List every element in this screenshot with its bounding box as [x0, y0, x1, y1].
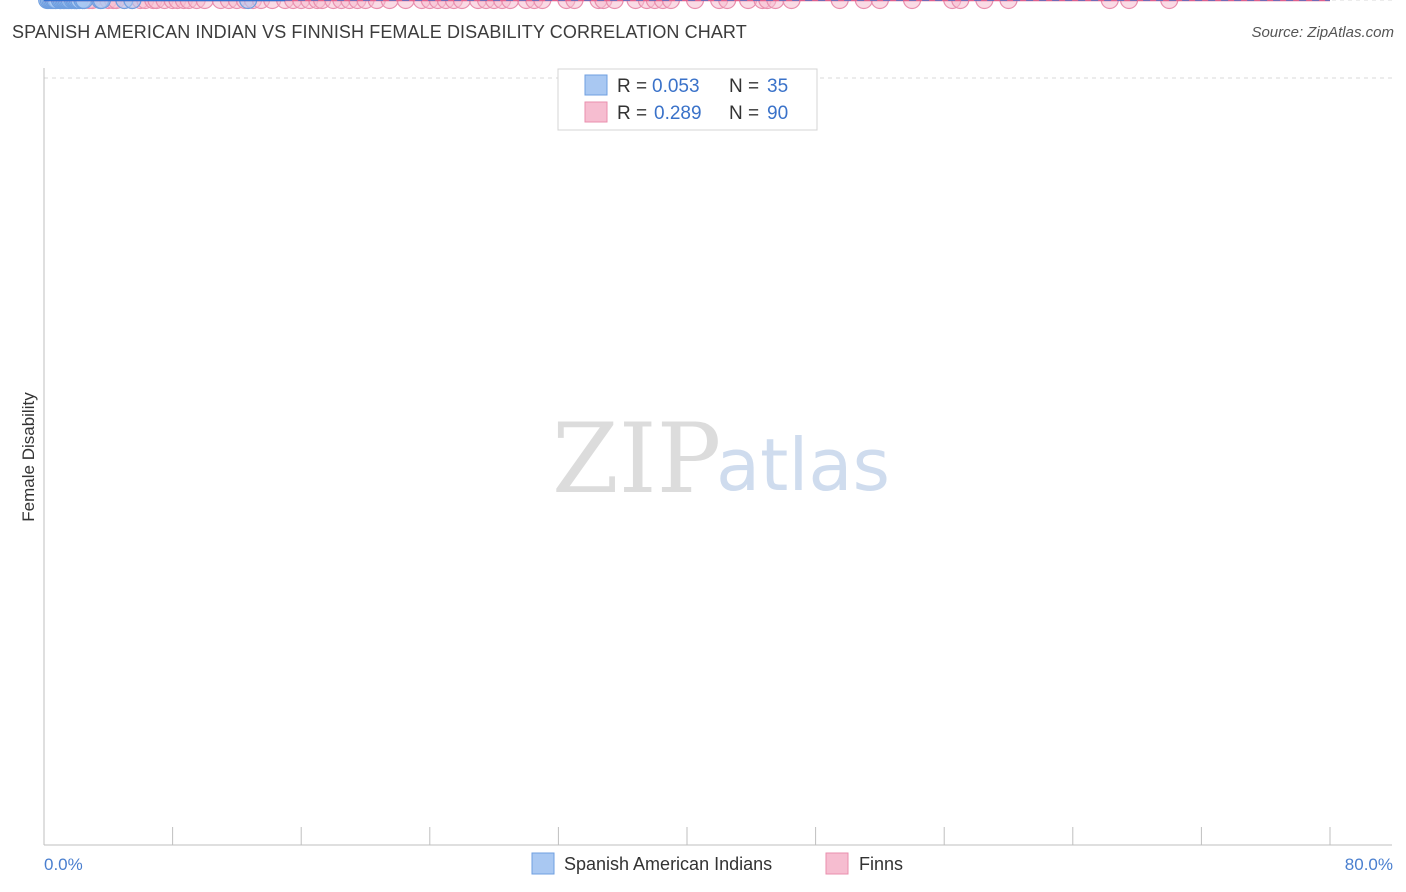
finns-point	[565, 0, 584, 10]
legend-n-value-1: 35	[767, 76, 788, 97]
watermark-zip: ZIP	[552, 403, 721, 515]
finns-points	[42, 0, 1179, 10]
bottom-legend-label-finns: Finns	[859, 854, 903, 874]
series-legend: Spanish American Indians Finns	[531, 852, 903, 875]
finns-point	[501, 0, 520, 10]
bottom-legend-swatch-blue	[531, 852, 555, 875]
finns-point	[1119, 0, 1139, 10]
y-tick-label: 12.5%	[1345, 0, 1393, 4]
finns-point	[1160, 0, 1179, 10]
legend-r-label-2: R =	[617, 103, 647, 124]
finns-point	[902, 0, 922, 10]
legend-r-value-1: 0.053	[652, 76, 700, 97]
spanish-american-indians-points	[38, 0, 258, 10]
bottom-legend-label-spanish-american-indians: Spanish American Indians	[564, 854, 772, 874]
bottom-legend-swatch-pink	[825, 852, 849, 875]
finns-point	[396, 0, 415, 10]
y-tick-label: 37.5%	[1345, 0, 1393, 4]
x-tick-labels: 0.0% 80.0%	[44, 855, 1393, 874]
finns-point	[854, 0, 873, 10]
spanish-american-indians-point	[239, 0, 258, 10]
finns-point	[195, 0, 214, 10]
y-tick-labels: 12.5%25.0%37.5%50.0%	[1345, 0, 1393, 4]
gridlines	[44, 0, 1392, 79]
finns-point	[718, 0, 737, 10]
watermark-atlas: atlas	[716, 423, 890, 507]
chart-title: SPANISH AMERICAN INDIAN VS FINNISH FEMAL…	[12, 22, 747, 42]
x-tick-label-max: 80.0%	[1345, 855, 1393, 874]
finns-point	[830, 0, 849, 10]
y-tick-label: 25.0%	[1345, 0, 1393, 4]
finns-point	[605, 0, 624, 10]
spanish-american-indians-point	[92, 0, 111, 10]
finns-point	[870, 0, 889, 10]
spanish-american-indians-point	[123, 0, 142, 10]
finns-point	[782, 0, 801, 10]
legend-n-label-1: N =	[729, 76, 759, 97]
finns-point	[380, 0, 399, 10]
finns-point	[738, 0, 758, 10]
finns-point	[999, 0, 1018, 10]
legend-r-label-1: R =	[617, 76, 647, 97]
finns-point	[1100, 0, 1119, 10]
spanish-american-indians-point	[75, 0, 94, 10]
finns-point	[685, 0, 705, 10]
finns-point	[766, 0, 785, 10]
legend-n-value-2: 90	[767, 103, 788, 124]
legend-r-value-2: 0.289	[654, 103, 702, 124]
finns-point	[533, 0, 552, 10]
y-axis-label: Female Disability	[19, 392, 38, 522]
legend-swatch-blue	[584, 74, 608, 96]
legend-swatch-pink	[584, 101, 608, 123]
finns-point	[975, 0, 994, 10]
finns-point	[452, 0, 472, 10]
legend-n-label-2: N =	[729, 103, 759, 124]
x-tick-label-min: 0.0%	[44, 855, 83, 874]
finns-point	[661, 0, 681, 10]
correlation-legend: R = 0.053 N = 35 R = 0.289 N = 90	[557, 68, 818, 131]
finns-point	[951, 0, 970, 10]
source-credit: Source: ZipAtlas.com	[1251, 24, 1394, 41]
y-tick-label: 50.0%	[1345, 0, 1393, 4]
axes	[43, 68, 1392, 846]
